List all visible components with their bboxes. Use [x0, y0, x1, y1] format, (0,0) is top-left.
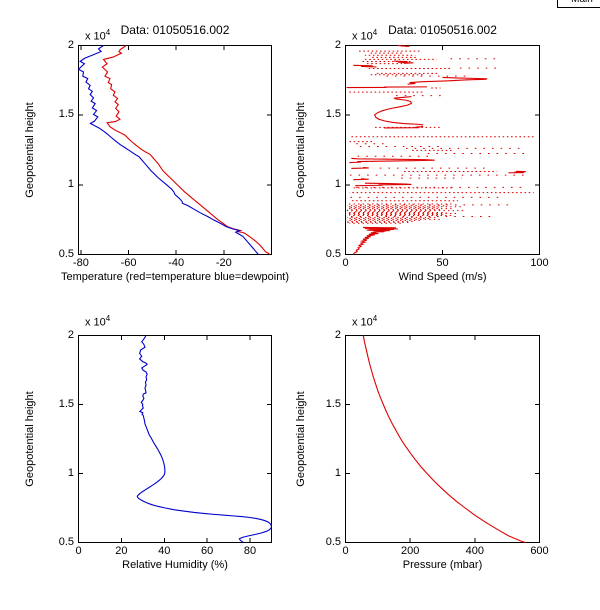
x-tick-label: 50: [436, 257, 449, 269]
y-tick-label: 1: [67, 177, 74, 190]
y-axis-exponent: x 104: [85, 28, 111, 43]
y-tick-label: 2: [334, 38, 341, 51]
y-axis-exponent: x 104: [352, 314, 378, 329]
y-tick-label: 1: [67, 466, 74, 479]
x-tick-label: 400: [465, 545, 484, 557]
x-axis-label: Temperature (red=temperature blue=dewpoi…: [60, 271, 290, 283]
x-tick-label: 0: [75, 545, 82, 557]
wind-plot-title: Data: 01050516.002: [388, 23, 497, 37]
y-tick-label: 1: [334, 177, 341, 190]
x-axis-label: Pressure (mbar): [402, 559, 483, 571]
x-tick-label: 0: [342, 257, 349, 269]
y-tick-label: 0.5: [58, 247, 74, 260]
temperature-plot: -80 -60 -40 -20 0.5 1 1.5 2: [59, 39, 272, 269]
x-tick-label: -60: [120, 257, 137, 269]
y-tick-label: 2: [67, 328, 74, 341]
y-tick-label: 2: [334, 328, 341, 341]
y-tick-label: 0.5: [58, 535, 74, 548]
x-tick-label: 60: [201, 545, 214, 557]
wind-speed-plot: 0 50 100 0.5 1 1.5 2: [326, 39, 549, 270]
y-tick-label: 0.5: [325, 247, 341, 260]
x-tick-label: 200: [400, 545, 420, 557]
x-tick-label: 100: [530, 257, 549, 269]
x-tick-label: 80: [243, 545, 257, 557]
y-tick-label: 1: [334, 466, 341, 479]
y-tick-label: 1.5: [325, 108, 341, 121]
main-button[interactable]: Main: [557, 0, 600, 8]
y-tick-label: 0.5: [325, 535, 341, 548]
x-tick-label: 0: [342, 545, 349, 557]
x-tick-label: -20: [215, 257, 232, 269]
y-tick-label: 1.5: [58, 108, 74, 121]
pressure-plot: 0 200 400 600 0.5 1 1.5 2: [326, 329, 549, 558]
x-tick-label: 600: [530, 545, 549, 557]
x-tick-label: 20: [115, 545, 128, 557]
x-tick-label: -40: [168, 257, 185, 269]
x-tick-label: -80: [72, 257, 89, 269]
y-axis-exponent: x 104: [85, 314, 111, 329]
y-tick-label: 1.5: [325, 397, 341, 410]
x-axis-label: Wind Speed (m/s): [398, 271, 487, 283]
x-axis-label: Relative Humidity (%): [122, 559, 228, 571]
y-axis-exponent: x 104: [352, 28, 378, 43]
y-tick-label: 1.5: [58, 397, 74, 410]
x-tick-label: 40: [158, 545, 171, 557]
relative-humidity-plot: 0 20 40 60 80 0.5 1 1.5 2: [59, 329, 272, 557]
y-tick-label: 2: [67, 38, 74, 51]
temperature-plot-title: Data: 01050516.002: [120, 23, 230, 37]
